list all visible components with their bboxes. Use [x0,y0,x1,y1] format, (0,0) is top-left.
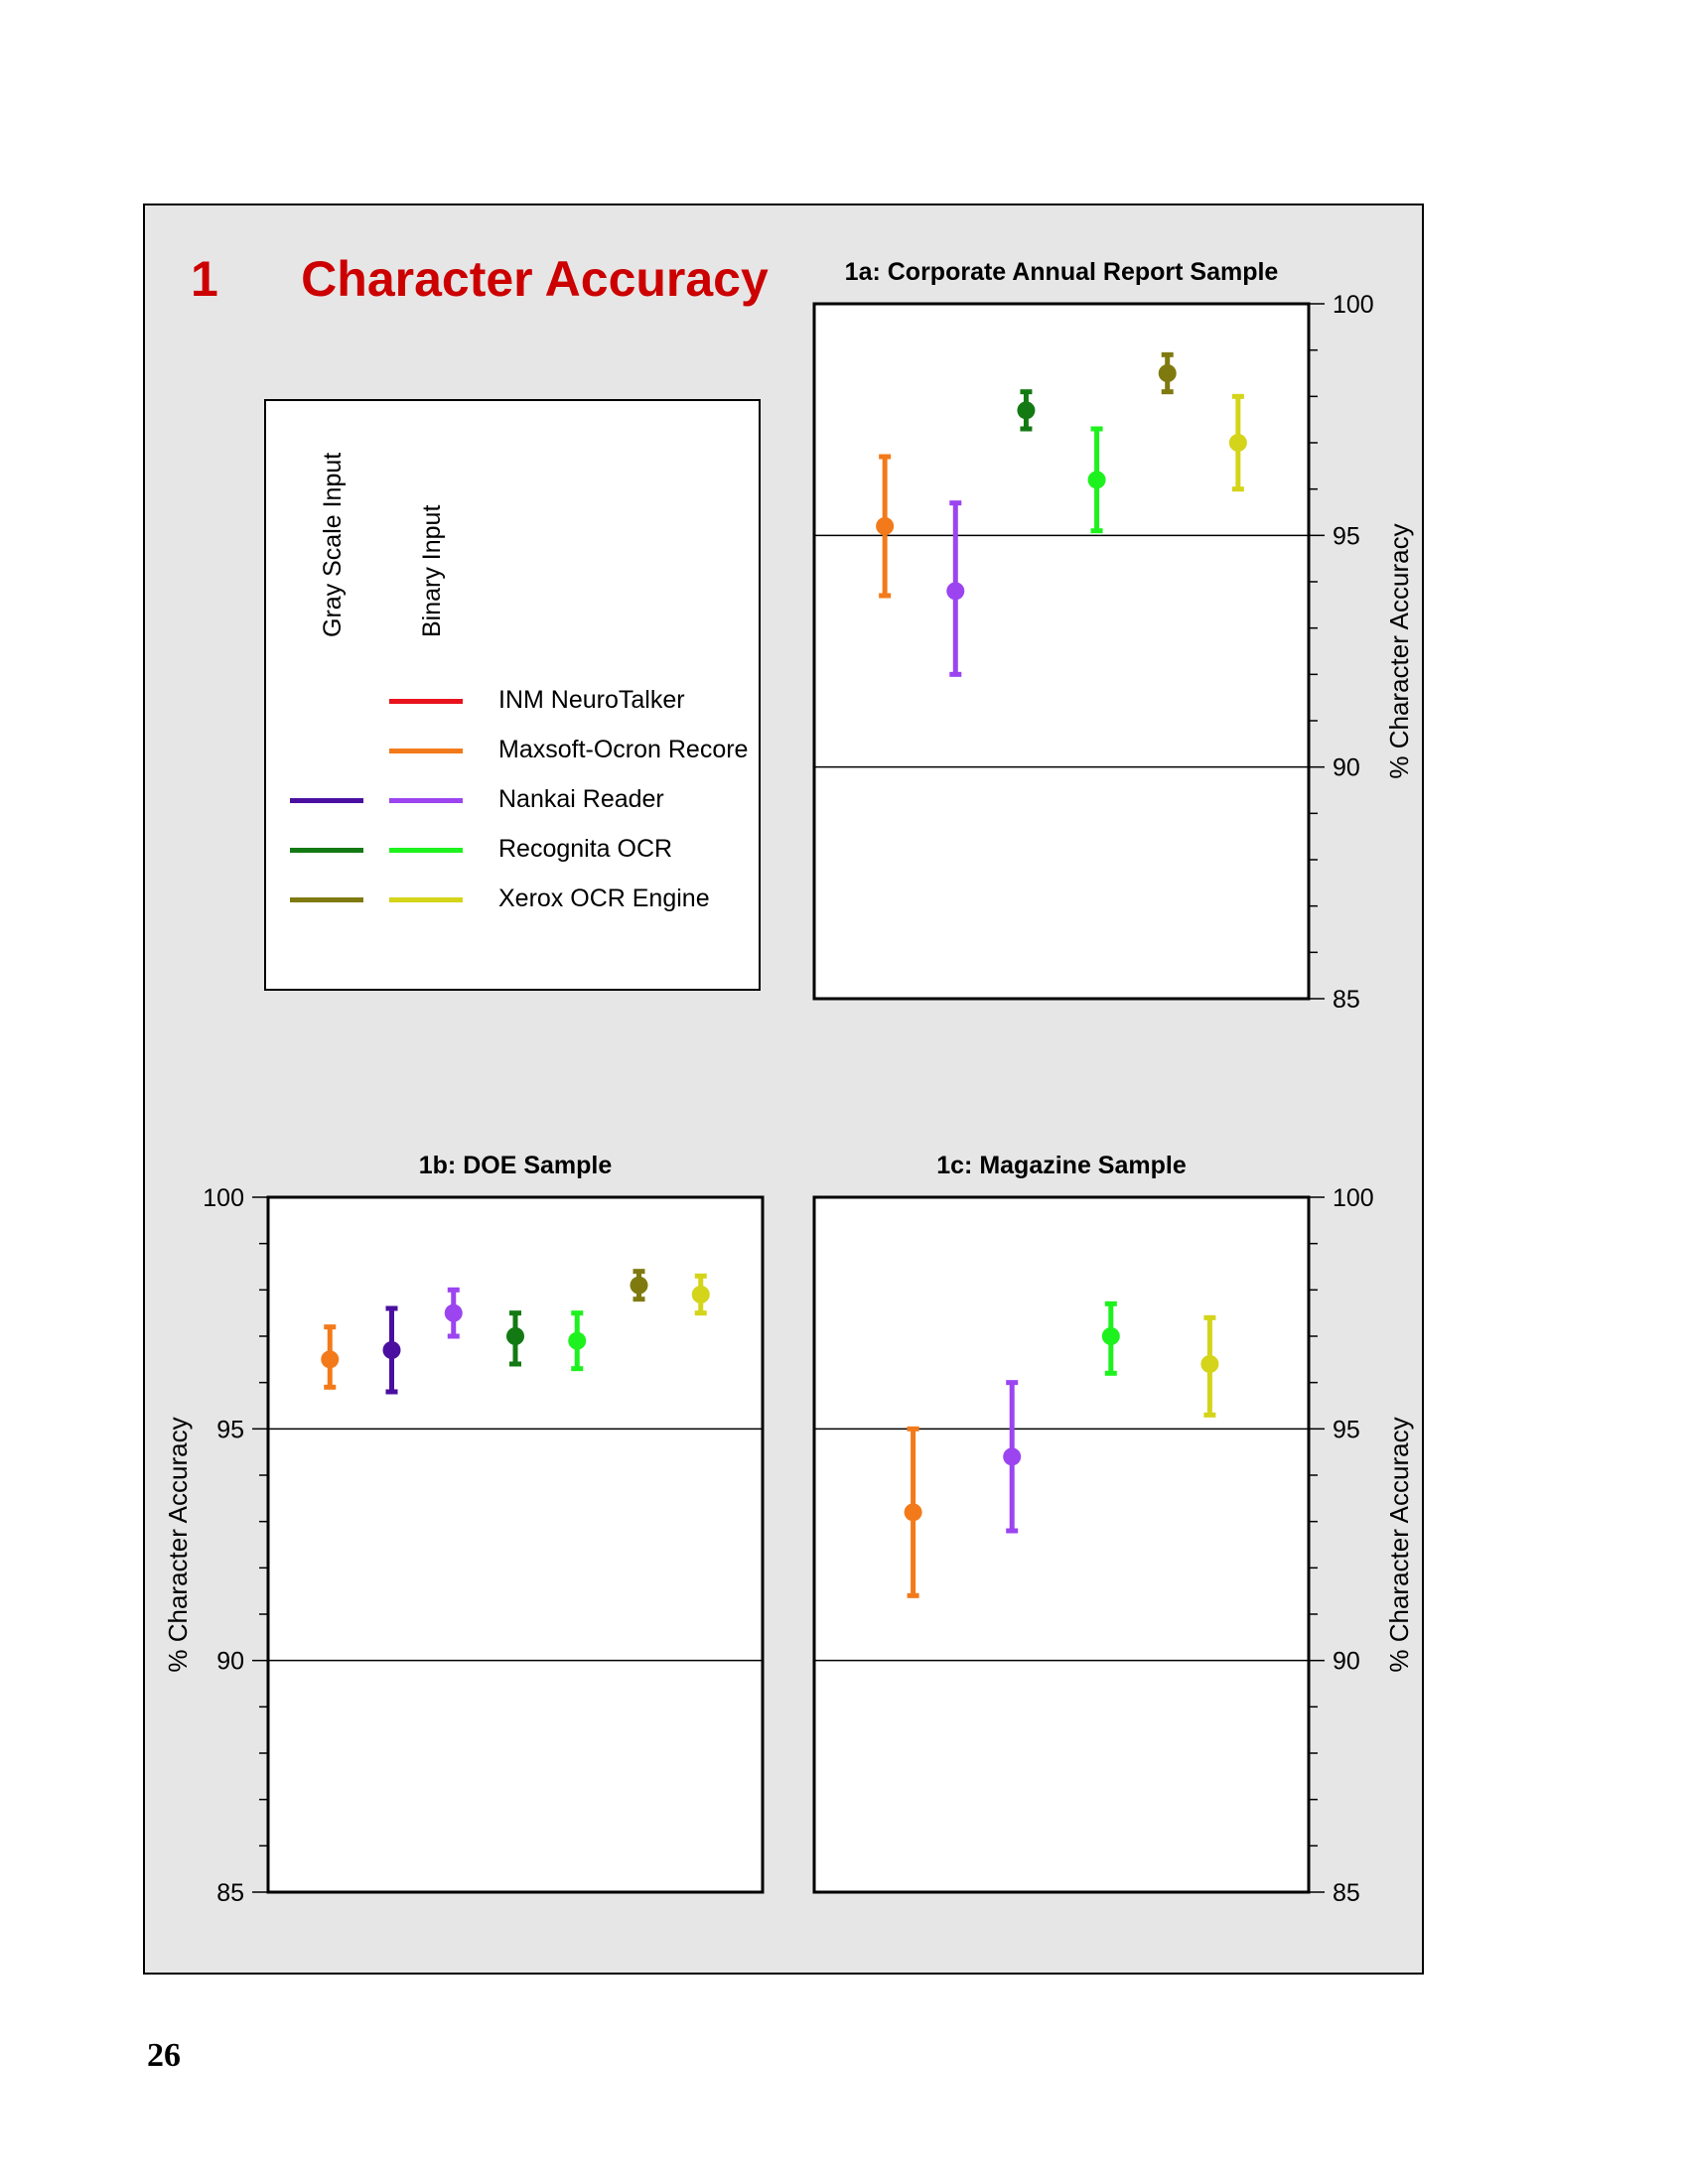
y-tick-label: 100 [1333,291,1374,319]
legend-swatch-binary [389,897,463,902]
data-point [946,582,965,601]
data-point [568,1331,587,1350]
y-axis-title: % Character Accuracy [1384,523,1414,778]
legend-swatch-binary [389,798,463,803]
y-tick-label: 95 [1333,522,1360,550]
y-tick-label: 85 [1333,986,1360,1014]
data-point [382,1341,401,1359]
plot-area [814,1197,1309,1892]
legend-label: Recognita OCR [498,835,673,863]
data-point [1200,1355,1219,1373]
figure-title-text: Character Accuracy [301,251,769,307]
data-point [630,1276,648,1295]
page-number: 26 [147,2037,181,2074]
chart-panel-1b: 100 95 90 85 % Character Accuracy 1b: DOE Sam… [163,1152,765,1907]
legend-label: INM NeuroTalker [498,686,685,714]
data-point [321,1350,340,1369]
data-point [904,1503,922,1522]
panel-title: 1c: Magazine Sample [936,1152,1187,1179]
plot-area [268,1197,763,1892]
plot-frame [812,302,1311,1001]
legend-swatch-binary [389,699,463,704]
data-point [444,1303,463,1322]
data-point [1087,471,1106,489]
legend: Gray Scale Input Binary Input INM NeuroT… [264,399,761,991]
legend-swatch-gray [290,798,363,803]
plot-frame [812,1195,1311,1894]
y-tick-label: 100 [203,1184,244,1212]
y-tick-label: 85 [216,1879,244,1907]
plot-area [814,304,1309,999]
chart-panel-1c: 100 95 90 85 % Character Accuracy 1c: Magazin… [812,1152,1414,1907]
chart-panel-1a: 100 95 90 85 % Character Accuracy 1a: Corpora… [812,258,1414,1014]
data-point [1017,401,1036,420]
legend-label: Nankai Reader [498,785,664,813]
y-tick-label: 90 [1333,754,1360,782]
data-point [506,1327,524,1345]
y-axis-title: % Character Accuracy [163,1417,193,1672]
figure-title: 1 Character Accuracy [191,250,769,308]
figure-number: 1 [191,251,218,307]
data-point [1158,364,1177,382]
legend-label: Maxsoft-Ocron Recore [498,736,749,763]
y-tick-label: 90 [216,1648,244,1676]
y-axis-title: % Character Accuracy [1384,1417,1414,1672]
plot-frame [266,1195,765,1894]
legend-swatch-binary [389,848,463,853]
data-point [1228,434,1247,452]
data-point [1101,1327,1120,1345]
panel-title: 1b: DOE Sample [419,1152,613,1179]
y-tick-label: 90 [1333,1648,1360,1676]
y-tick-label: 95 [1333,1416,1360,1443]
legend-swatch-binary [389,749,463,753]
legend-swatch-gray [290,848,363,853]
legend-swatch-gray [290,897,363,902]
data-point [876,517,895,535]
data-point [1003,1447,1022,1466]
panel-title: 1a: Corporate Annual Report Sample [845,258,1279,286]
legend-label: Xerox OCR Engine [498,885,710,912]
y-tick-label: 100 [1333,1184,1374,1212]
data-point [691,1286,710,1303]
y-tick-label: 85 [1333,1879,1360,1907]
y-tick-label: 95 [216,1416,244,1443]
